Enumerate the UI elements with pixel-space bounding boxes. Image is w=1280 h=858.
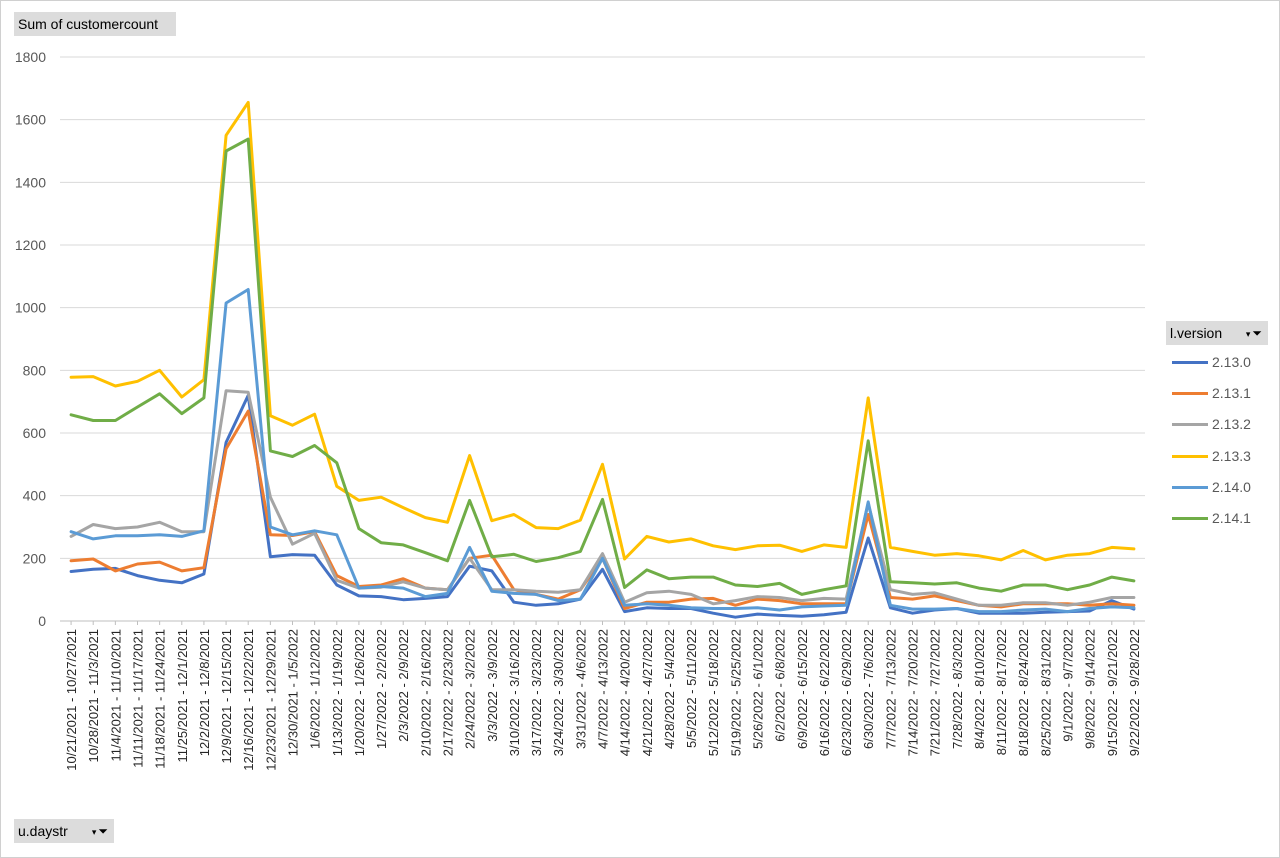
- y-axis-tick-labels: 0 200 400 600 800 1000 1200 1400 1600 1800: [15, 49, 46, 629]
- legend-label: 2.14.1: [1212, 509, 1251, 526]
- x-tick-label: 9/8/2022 - 9/14/2022: [1083, 629, 1098, 749]
- legend-label: 2.13.0: [1212, 354, 1251, 370]
- series-line-2.13.2: [69, 389, 1136, 607]
- x-tick-label: 7/21/2022 - 7/27/2022: [928, 629, 943, 756]
- legend-field-label: l.version: [1170, 325, 1223, 341]
- x-tick-label: 8/4/2022 - 8/10/2022: [972, 629, 987, 749]
- series-line-2.13.1: [69, 409, 1136, 610]
- x-tick-label: 7/7/2022 - 7/13/2022: [883, 629, 898, 749]
- x-tick-label: 6/23/2022 - 6/29/2022: [839, 629, 854, 756]
- y-tick-label: 1200: [15, 237, 46, 253]
- y-tick-label: 200: [23, 550, 47, 566]
- x-tick-label: 11/11/2021 - 11/17/2021: [131, 629, 146, 768]
- legend-swatch: [1172, 516, 1208, 520]
- x-tick-label: 9/1/2022 - 9/7/2022: [1061, 629, 1076, 742]
- x-tick-label: 4/14/2022 - 4/20/2022: [618, 629, 633, 756]
- x-tick-label: 3/10/2022 - 3/16/2022: [507, 629, 522, 756]
- x-tick-label: 6/30/2022 - 7/6/2022: [861, 629, 876, 749]
- y-tick-label: 600: [23, 425, 47, 441]
- x-tick-label: 4/7/2022 - 4/13/2022: [596, 629, 611, 749]
- x-tick-label: 12/9/2021 - 12/15/2021: [219, 629, 234, 763]
- x-tick-label: 5/19/2022 - 5/25/2022: [728, 629, 743, 756]
- legend-field-button[interactable]: l.version ▾ ⏷: [1166, 321, 1268, 345]
- x-tick-label: 2/3/2022 - 2/9/2022: [396, 629, 411, 742]
- x-tick-label: 2/17/2022 - 2/23/2022: [441, 629, 456, 756]
- y-tick-label: 1800: [15, 49, 46, 65]
- gridlines: [60, 56, 1145, 622]
- x-tick-label: 9/15/2022 - 9/21/2022: [1105, 629, 1120, 756]
- x-tick-label: 1/13/2022 - 1/19/2022: [330, 629, 345, 756]
- x-axis-tick-labels: 10/21/2021 - 10/27/2021 10/28/2021 - 11/3…: [64, 621, 1142, 771]
- legend-swatch: [1172, 423, 1208, 427]
- y-tick-label: 400: [23, 488, 47, 504]
- legend-swatch: [1172, 485, 1208, 489]
- x-tick-label: 1/27/2022 - 2/2/2022: [374, 629, 389, 749]
- x-tick-label: 3/17/2022 - 3/23/2022: [529, 629, 544, 756]
- x-tick-label: 3/31/2022 - 4/6/2022: [573, 629, 588, 749]
- x-tick-label: 10/28/2021 - 11/3/2021: [86, 629, 101, 763]
- legend-label: 2.14.0: [1212, 478, 1251, 495]
- x-tick-label: 6/2/2022 - 6/8/2022: [773, 629, 788, 742]
- x-tick-label: 4/21/2022 - 4/27/2022: [640, 629, 655, 756]
- legend-label: 2.13.2: [1212, 416, 1251, 433]
- x-tick-label: 9/22/2022 - 9/28/2022: [1127, 629, 1142, 756]
- series-line-2.14.1: [69, 137, 1136, 596]
- x-tick-label: 1/20/2022 - 1/26/2022: [352, 629, 367, 756]
- x-tick-label: 7/14/2022 - 7/20/2022: [906, 629, 921, 756]
- values-field-label: Sum of customercount: [18, 16, 159, 32]
- axis-field-button[interactable]: u.daystr ▾ ⏷: [14, 819, 114, 843]
- x-tick-label: 10/21/2021 - 10/27/2021: [64, 629, 79, 771]
- axis-field-label: u.daystr: [18, 823, 68, 839]
- x-tick-label: 8/18/2022 - 8/24/2022: [1016, 629, 1031, 756]
- x-tick-label: 2/24/2022 - 3/2/2022: [463, 629, 478, 749]
- values-field-button[interactable]: Sum of customercount: [14, 12, 176, 36]
- x-tick-label: 12/2/2021 - 12/8/2021: [197, 629, 212, 756]
- x-tick-label: 6/9/2022 - 6/15/2022: [795, 629, 810, 749]
- x-tick-label: 7/28/2022 - 8/3/2022: [950, 629, 965, 749]
- x-tick-label: 3/3/2022 - 3/9/2022: [485, 629, 500, 742]
- legend-label: 2.13.1: [1212, 385, 1251, 402]
- legend-swatch: [1172, 361, 1208, 364]
- x-tick-label: 12/23/2021 - 12/29/2021: [263, 629, 278, 771]
- y-tick-label: 800: [23, 362, 47, 378]
- x-tick-label: 11/4/2021 - 11/10/2021: [108, 629, 123, 762]
- series-lines: [69, 100, 1136, 619]
- x-tick-label: 8/25/2022 - 8/31/2022: [1038, 629, 1053, 756]
- x-tick-label: 3/24/2022 - 3/30/2022: [551, 629, 566, 756]
- legend-label: 2.13.3: [1212, 447, 1251, 464]
- x-tick-label: 8/11/2022 - 8/17/2022: [994, 629, 1009, 755]
- x-tick-label: 5/5/2022 - 5/11/2022: [684, 629, 699, 748]
- x-tick-label: 4/28/2022 - 5/4/2022: [662, 629, 677, 749]
- filter-funnel-icon[interactable]: ▾ ⏷: [91, 824, 108, 838]
- series-line-2.14.0: [69, 288, 1136, 614]
- dropdown-arrow-icon: ▾: [91, 827, 97, 837]
- series-line-2.13.3: [69, 100, 1136, 562]
- x-tick-label: 12/30/2021 - 1/5/2022: [286, 629, 301, 756]
- dropdown-arrow-icon: ▾: [1245, 329, 1251, 339]
- filter-funnel-icon[interactable]: ▾ ⏷: [1245, 326, 1262, 340]
- y-tick-label: 1000: [15, 300, 46, 316]
- y-tick-label: 1400: [15, 174, 46, 190]
- x-tick-label: 11/18/2021 - 11/24/2021: [153, 629, 168, 769]
- x-tick-label: 6/16/2022 - 6/22/2022: [817, 629, 832, 756]
- x-tick-label: 1/6/2022 - 1/12/2022: [308, 629, 323, 749]
- legend-swatch: [1172, 454, 1208, 458]
- x-tick-label: 5/12/2022 - 5/18/2022: [706, 629, 721, 756]
- y-tick-label: 0: [38, 613, 46, 629]
- x-tick-label: 11/25/2021 - 12/1/2021: [175, 629, 190, 763]
- y-tick-label: 1600: [15, 112, 46, 128]
- legend-swatch: [1172, 392, 1208, 396]
- x-tick-label: 5/26/2022 - 6/1/2022: [751, 629, 766, 749]
- x-tick-label: 12/16/2021 - 12/22/2021: [241, 629, 256, 771]
- series-line-2.13.0: [69, 393, 1136, 619]
- x-tick-label: 2/10/2022 - 2/16/2022: [418, 629, 433, 756]
